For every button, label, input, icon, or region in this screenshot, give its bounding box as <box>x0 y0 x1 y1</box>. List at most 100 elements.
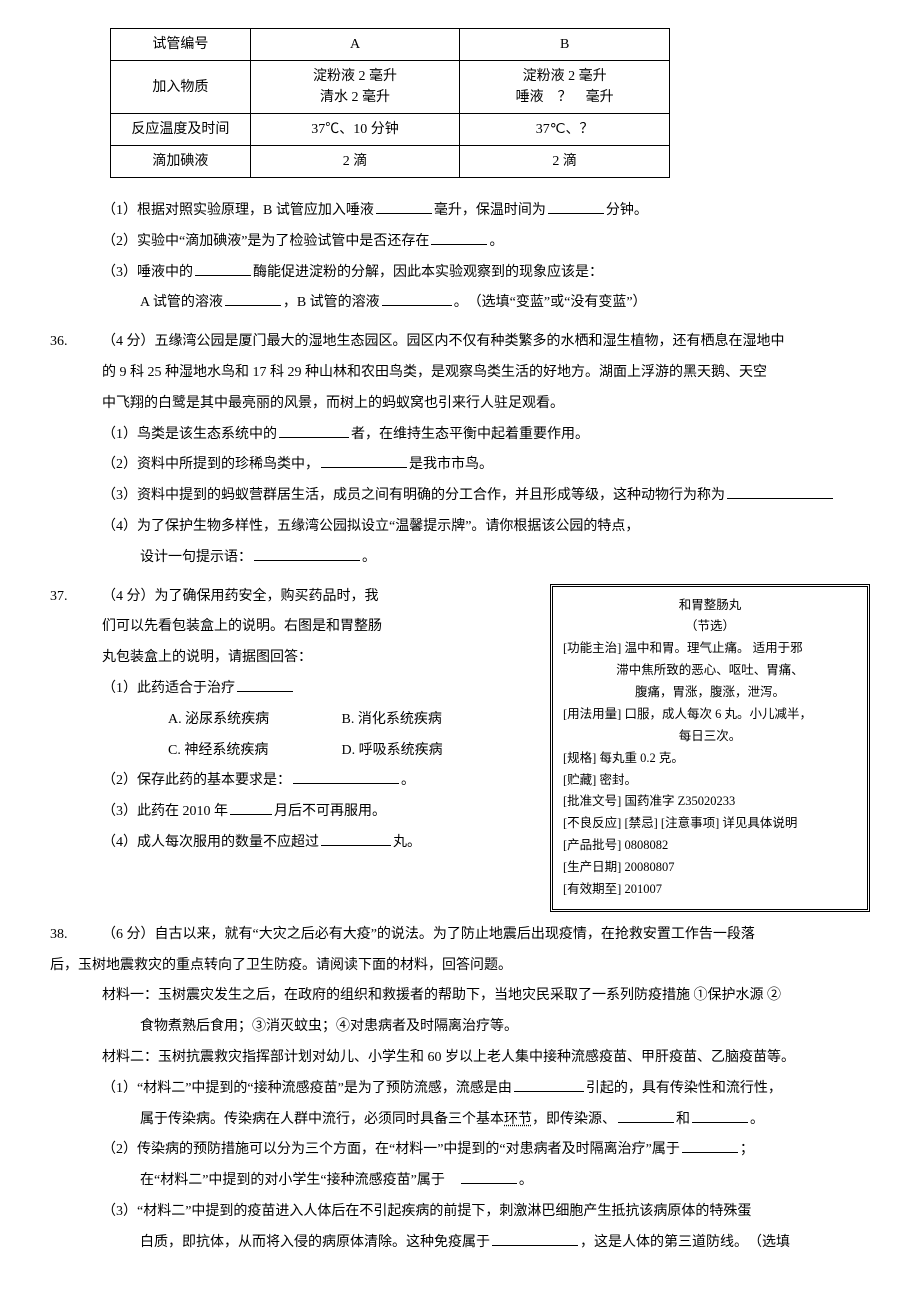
q36-4: （4）为了保护生物多样性，五缘湾公园拟设立“温馨提示牌”。请你根据该公园的特点， <box>50 512 870 543</box>
text: 。 <box>750 1112 764 1127</box>
q37-1: （1）此药适合于治疗 <box>50 674 534 705</box>
q35-subs: （1）根据对照实验原理，B 试管应加入唾液 毫升，保温时间为 分钟。 （2）实验中“… <box>50 196 870 319</box>
blank <box>382 290 452 306</box>
text: 丸。 <box>393 835 421 850</box>
blank <box>692 1107 748 1123</box>
blank <box>321 452 407 468</box>
text: 在“材料二”中提到的对小学生“接种流感疫苗”属于 <box>140 1173 459 1188</box>
cell-a: 37℃、10 分钟 <box>250 114 460 146</box>
table-row: 反应温度及时间 37℃、10 分钟 37℃、？ <box>111 114 670 146</box>
q35-1: （1）根据对照实验原理，B 试管应加入唾液 毫升，保温时间为 分钟。 <box>50 196 870 227</box>
blank <box>618 1107 674 1123</box>
table-row: 滴加碘液 2 滴 2 滴 <box>111 146 670 178</box>
material-1-cont: 食物煮熟后食用；③消灭蚊虫；④对患病者及时隔离治疗等。 <box>50 1012 870 1043</box>
q36-3: （3）资料中提到的蚂蚁营群居生活，成员之间有明确的分工合作，并且形成等级，这种动… <box>50 481 870 512</box>
cell-a: A <box>250 29 460 61</box>
box-line: [不良反应] [禁忌] [注意事项] 详见具体说明 <box>563 813 857 835</box>
q-number: 36. <box>50 327 102 358</box>
q37-options-row2: C. 神经系统疾病 D. 呼吸系统疾病 <box>50 736 534 767</box>
q-stem: 丸包装盒上的说明，请据图回答： <box>50 643 534 674</box>
q37-left: 37. （4 分）为了确保用药安全，购买药品时，我 们可以先看包装盒上的说明。右… <box>50 582 534 859</box>
blank <box>548 198 604 214</box>
dotted-underline: 环节 <box>504 1112 532 1127</box>
q-stem: （4 分）为了确保用药安全，购买药品时，我 <box>102 582 534 613</box>
blank <box>237 676 293 692</box>
q35-3-line2: A 试管的溶液，B 试管的溶液。 （选填“变蓝”或“没有变蓝”） <box>50 288 870 319</box>
text: 引起的，具有传染性和流行性， <box>586 1081 782 1096</box>
text: 毫升，保温时间为 <box>434 203 546 218</box>
text: ，这是人体的第三道防线。 （选填 <box>580 1235 790 1250</box>
q38-1-cont: 属于传染病。传染病在人群中流行，必须同时具备三个基本环节，即传染源、 和 。 <box>50 1105 870 1136</box>
q37-3: （3）此药在 2010 年 月后不可再服用。 <box>50 797 534 828</box>
text: （3）唾液中的 <box>102 265 193 280</box>
text: （2）传染病的预防措施可以分为三个方面，在“材料一”中提到的“对患病者及时隔离治… <box>102 1142 680 1157</box>
cell-b: 淀粉液 2 毫升唾液 ？ 毫升 <box>460 61 670 114</box>
box-line: 每日三次。 <box>563 726 857 748</box>
medicine-label-box: 和胃整肠丸 （节选） [功能主治] 温中和胃。理气止痛。 适用于邪 滞中焦所致的… <box>550 584 870 912</box>
box-line: [生产日期] 20080807 <box>563 857 857 879</box>
blank <box>225 290 281 306</box>
text: 。 <box>519 1173 533 1188</box>
box-line: [贮藏] 密封。 <box>563 770 857 792</box>
box-subtitle: （节选） <box>563 616 857 638</box>
text: ，即传染源、 <box>532 1112 616 1127</box>
cell-b: 2 滴 <box>460 146 670 178</box>
q38: 38. （6 分）自古以来，就有“大灾之后必有大疫”的说法。为了防止地震后出现疫… <box>50 920 870 1259</box>
blank <box>254 545 360 561</box>
text: （1）此药适合于治疗 <box>102 681 235 696</box>
q-stem: 的 9 科 25 种湿地水鸟和 17 科 29 种山林和农田鸟类，是观察鸟类生活… <box>50 358 870 389</box>
text: （3）此药在 2010 年 <box>102 804 228 819</box>
text: （3）资料中提到的蚂蚁营群居生活，成员之间有明确的分工合作，并且形成等级，这种动… <box>102 488 725 503</box>
text: （2）实验中“滴加碘液”是为了检验试管中是否还存在 <box>102 234 429 249</box>
text: （2）保存此药的基本要求是： <box>102 773 291 788</box>
option-c: C. 神经系统疾病 <box>168 736 338 767</box>
text: 。 <box>362 550 376 565</box>
text: （1）“材料二”中提到的“接种流感疫苗”是为了预防流感，流感是由 <box>102 1081 512 1096</box>
q37-2: （2）保存此药的基本要求是： 。 <box>50 766 534 797</box>
text: （1）根据对照实验原理，B 试管应加入唾液 <box>102 203 374 218</box>
blank <box>376 198 432 214</box>
q38-2: （2）传染病的预防措施可以分为三个方面，在“材料一”中提到的“对患病者及时隔离治… <box>50 1135 870 1166</box>
q36-4-line2: 设计一句提示语： 。 <box>50 543 870 574</box>
text: 月后不可再服用。 <box>274 804 386 819</box>
q36-2: （2）资料中所提到的珍稀鸟类中，是我市市鸟。 <box>50 450 870 481</box>
text: 。 <box>489 234 503 249</box>
q-stem: 中飞翔的白鹭是其中最亮丽的风景，而树上的蚂蚁窝也引来行人驻足观看。 <box>50 389 870 420</box>
text: 和 <box>676 1112 690 1127</box>
box-line: [规格] 每丸重 0.2 克。 <box>563 748 857 770</box>
text: （2）资料中所提到的珍稀鸟类中， <box>102 457 319 472</box>
blank <box>492 1230 578 1246</box>
text: 分钟。 <box>606 203 648 218</box>
text: 属于传染病。传染病在人群中流行，必须同时具备三个基本 <box>140 1112 504 1127</box>
q38-1: （1）“材料二”中提到的“接种流感疫苗”是为了预防流感，流感是由 引起的，具有传染… <box>50 1074 870 1105</box>
blank <box>514 1076 584 1092</box>
box-line: [有效期至] 201007 <box>563 879 857 901</box>
option-d: D. 呼吸系统疾病 <box>342 736 512 767</box>
q-stem: （6 分）自古以来，就有“大灾之后必有大疫”的说法。为了防止地震后出现疫情，在抢… <box>102 920 870 951</box>
q-stem: 后，玉树地震救灾的重点转向了卫生防疫。请阅读下面的材料，回答问题。 <box>50 951 870 982</box>
q-stem: 们可以先看包装盒上的说明。右图是和胃整肠 <box>50 612 534 643</box>
cell-b: 37℃、？ <box>460 114 670 146</box>
box-title: 和胃整肠丸 <box>563 595 857 617</box>
text: 。 <box>401 773 415 788</box>
cell-a: 淀粉液 2 毫升清水 2 毫升 <box>250 61 460 114</box>
q36: 36. （4 分）五缘湾公园是厦门最大的湿地生态园区。园区内不仅有种类繁多的水栖… <box>50 327 870 573</box>
q-number: 38. <box>50 920 102 951</box>
text: 设计一句提示语： <box>140 550 252 565</box>
box-line: 腹痛，胃涨，腹涨，泄泻。 <box>563 682 857 704</box>
box-line: [产品批号] 0808082 <box>563 835 857 857</box>
blank <box>321 830 391 846</box>
blank <box>230 799 272 815</box>
blank <box>682 1137 738 1153</box>
option-b: B. 消化系统疾病 <box>342 705 512 736</box>
table-row: 试管编号 A B <box>111 29 670 61</box>
cell-label: 滴加碘液 <box>111 146 251 178</box>
text: 酶能促进淀粉的分解，因此本实验观察到的现象应该是： <box>253 265 603 280</box>
q-stem: （4 分）五缘湾公园是厦门最大的湿地生态园区。园区内不仅有种类繁多的水栖和湿生植… <box>102 327 870 358</box>
q35-2: （2）实验中“滴加碘液”是为了检验试管中是否还存在 。 <box>50 227 870 258</box>
table-row: 加入物质 淀粉液 2 毫升清水 2 毫升 淀粉液 2 毫升唾液 ？ 毫升 <box>111 61 670 114</box>
box-line: [功能主治] 温中和胃。理气止痛。 适用于邪 <box>563 638 857 660</box>
q38-2-cont: 在“材料二”中提到的对小学生“接种流感疫苗”属于 。 <box>50 1166 870 1197</box>
q35-3: （3）唾液中的 酶能促进淀粉的分解，因此本实验观察到的现象应该是： <box>50 258 870 289</box>
blank <box>431 229 487 245</box>
